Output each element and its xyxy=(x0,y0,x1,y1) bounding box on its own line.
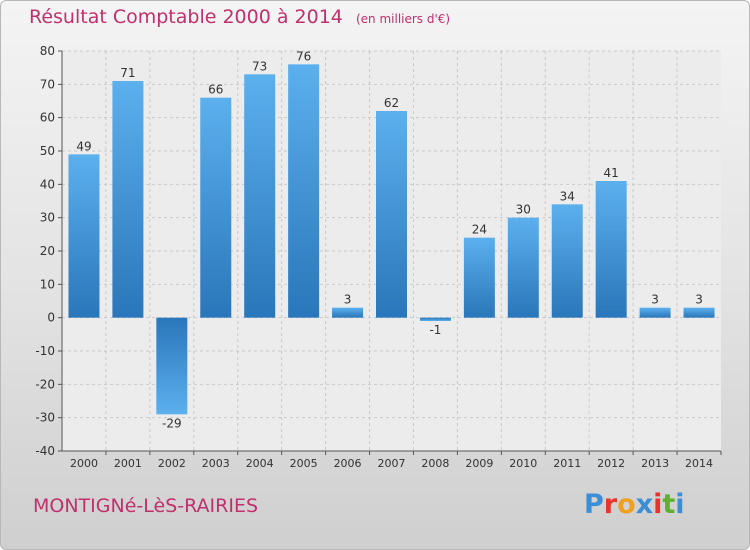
x-tick-label: 2004 xyxy=(246,457,274,470)
commune-name: MONTIGNé-LèS-RAIRIES xyxy=(33,495,259,517)
x-tick-label: 2003 xyxy=(202,457,230,470)
value-label: -29 xyxy=(162,416,182,430)
y-tick-label: 80 xyxy=(40,44,55,58)
y-tick-label: 40 xyxy=(40,177,55,191)
logo-letter: o xyxy=(617,489,636,520)
bar-2013 xyxy=(639,307,671,318)
logo-letter: i xyxy=(675,489,685,520)
y-tick-label: 0 xyxy=(47,311,55,325)
bar-2007 xyxy=(376,111,407,318)
x-tick-label: 2011 xyxy=(553,457,581,470)
y-tick-label: 70 xyxy=(40,77,55,91)
bar-2002 xyxy=(156,317,188,415)
y-tick-label: -30 xyxy=(35,411,55,425)
proxiti-logo: Proxiti xyxy=(584,489,685,520)
axes: -40 -30 -20 -10 0 10 20 30 40 50 60 70 80 2000 2001 200… xyxy=(35,44,722,470)
grid-lines xyxy=(62,50,721,452)
y-tick-label: -10 xyxy=(35,344,55,358)
bar-2009 xyxy=(463,237,495,318)
bar-2014 xyxy=(683,307,715,318)
bar-2001 xyxy=(112,81,144,318)
y-tick-label: 50 xyxy=(40,144,55,158)
value-label: 3 xyxy=(344,293,352,307)
value-label: 3 xyxy=(651,293,659,307)
value-label: 30 xyxy=(516,203,531,217)
bar-2005 xyxy=(288,64,320,318)
y-tick-label: -20 xyxy=(35,377,55,391)
bar-2011 xyxy=(551,204,583,318)
x-tick-label: 2013 xyxy=(641,457,669,470)
bars xyxy=(68,64,715,415)
x-tick-label: 2014 xyxy=(685,457,713,470)
bar-2004 xyxy=(244,74,276,318)
value-label: 66 xyxy=(208,83,223,97)
bar-2000 xyxy=(68,154,100,318)
value-label: 73 xyxy=(252,59,267,73)
x-tick-label: 2000 xyxy=(70,457,98,470)
value-label: 71 xyxy=(120,66,135,80)
x-tick-label: 2010 xyxy=(509,457,537,470)
logo-letter: i xyxy=(653,489,663,520)
x-tick-label: 2008 xyxy=(421,457,449,470)
x-tick-label: 2009 xyxy=(465,457,493,470)
value-label: 41 xyxy=(604,166,619,180)
value-label: 76 xyxy=(296,49,311,63)
logo-letter: x xyxy=(635,489,654,520)
logo-letter: r xyxy=(603,489,618,520)
bar-2010 xyxy=(507,217,539,318)
bar-2006 xyxy=(332,307,364,318)
y-tick-label: 20 xyxy=(40,244,55,258)
value-label: -1 xyxy=(429,323,441,337)
x-tick-label: 2002 xyxy=(158,457,186,470)
y-tick-label: 60 xyxy=(40,111,55,125)
logo-letter: P xyxy=(584,489,604,520)
x-tick-label: 2012 xyxy=(597,457,625,470)
bar-2008 xyxy=(419,317,451,321)
bar-2003 xyxy=(200,97,232,318)
value-label: 62 xyxy=(384,96,399,110)
x-tick-label: 2006 xyxy=(334,457,362,470)
unit-label: (en milliers d'€) xyxy=(355,12,451,26)
chart-title: Résultat Comptable 2000 à 2014 (en milli… xyxy=(29,6,450,28)
value-label: 24 xyxy=(472,223,487,237)
value-label: 49 xyxy=(76,139,91,153)
y-tick-label: -40 xyxy=(35,444,55,458)
bar-2012 xyxy=(595,181,627,318)
value-label: 34 xyxy=(560,189,575,203)
x-tick-label: 2005 xyxy=(290,457,318,470)
data-labels: 49 71 -29 66 73 76 3 62 -1 24 30 34 41 3 3 xyxy=(76,49,703,430)
logo-letter: t xyxy=(662,489,676,520)
y-tick-label: 10 xyxy=(40,277,55,291)
y-tick-label: 30 xyxy=(40,211,55,225)
title-text: Résultat Comptable 2000 à 2014 xyxy=(29,6,343,28)
x-tick-label: 2007 xyxy=(378,457,406,470)
x-tick-label: 2001 xyxy=(114,457,142,470)
value-label: 3 xyxy=(695,293,703,307)
